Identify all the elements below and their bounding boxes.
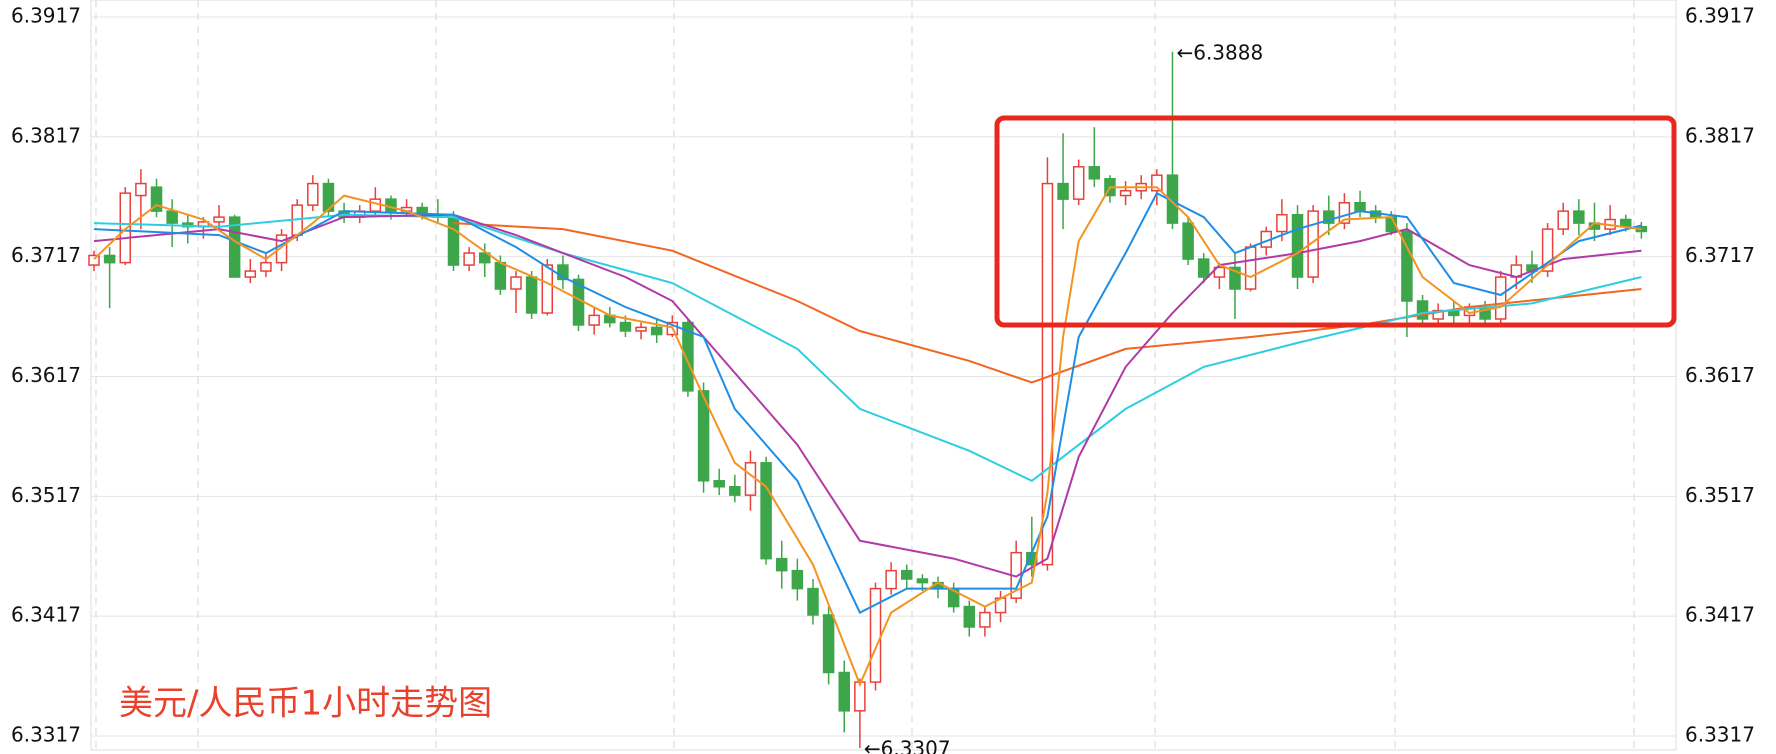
y-tick-label: 6.3517 [11, 483, 81, 507]
candle-body [135, 182, 147, 197]
candle-body [1401, 230, 1413, 302]
candle-body [213, 216, 225, 223]
candle-body [385, 198, 397, 212]
candle-body [1182, 222, 1194, 260]
plot-area [90, 0, 1677, 751]
candle-body [979, 611, 991, 628]
candle-body [1072, 166, 1085, 200]
candle-body [1291, 213, 1304, 278]
candle-body [541, 264, 554, 314]
candle-body [791, 569, 804, 590]
candle-body [1557, 210, 1569, 230]
candle-body [1213, 266, 1226, 278]
candle-body [775, 557, 788, 572]
candle-body [1197, 258, 1210, 278]
candle-body [1276, 213, 1288, 233]
price-annotation: ←6.3888 [1176, 40, 1263, 64]
candle-body [494, 261, 507, 290]
y-tick-label: 6.3817 [11, 123, 81, 147]
moving-average-line [453, 222, 1642, 384]
candle-body [619, 321, 632, 332]
candle-body [682, 321, 694, 392]
candle-body [1151, 174, 1163, 192]
candle-body [1573, 210, 1585, 224]
candle-body [557, 264, 569, 281]
candle-body [1494, 276, 1507, 320]
time-grid [95, 0, 1635, 750]
y-tick-label: 6.3717 [11, 243, 81, 267]
y2-tick-label: 6.3817 [1685, 123, 1755, 147]
candle-body [1432, 309, 1444, 320]
y2-tick-label: 6.3717 [1685, 243, 1755, 267]
candle-body [1057, 182, 1069, 200]
candle-body [760, 462, 772, 560]
candle-body [1307, 210, 1319, 278]
candle-body [1323, 210, 1335, 224]
plot-layer: 6.3317 6.3317 6.3417 6.3417 6.3517 6.3517 6.36… [11, 4, 1755, 754]
candle-body [1119, 190, 1132, 197]
candle-body [275, 234, 288, 264]
candle-body [103, 254, 116, 264]
candle-body [1541, 228, 1554, 272]
candle-body [635, 326, 647, 332]
candle-body [307, 182, 319, 206]
candle-body [1354, 201, 1366, 212]
candle-body [479, 252, 491, 264]
y-tick-label: 6.3617 [11, 363, 81, 387]
candle-body [588, 314, 600, 326]
y2-tick-label: 6.3317 [1685, 723, 1755, 747]
chart-title: 美元/人民币1小时走势图 [119, 684, 492, 724]
candle-body [228, 216, 241, 278]
candle-body [463, 252, 475, 266]
price-annotation: ←6.3307 [864, 736, 951, 754]
moving-average-line [93, 186, 1642, 688]
candle-body [1416, 300, 1429, 320]
candle-body [1229, 266, 1241, 290]
candle-body [260, 261, 272, 272]
candle-body [88, 254, 100, 266]
candle-body [244, 270, 257, 278]
highlight-box [994, 115, 1677, 328]
candle-body [166, 210, 178, 224]
candle-body [447, 216, 460, 266]
candle-body [838, 671, 850, 712]
candle-body [1619, 218, 1632, 228]
candle-body [822, 614, 835, 674]
candle-body [510, 276, 522, 290]
y-tick-label: 6.3917 [11, 4, 81, 28]
candle-body [697, 390, 710, 482]
candle-body [650, 326, 663, 336]
y2-tick-label: 6.3417 [1685, 603, 1755, 627]
candle-body [713, 480, 725, 488]
candle-body [322, 182, 335, 212]
candle-body [807, 587, 819, 616]
candle-body [150, 186, 163, 212]
y-tick-label: 6.3317 [11, 723, 81, 747]
moving-average-line [93, 191, 1642, 614]
candle-body [916, 578, 929, 584]
y-tick-label: 6.3417 [11, 603, 81, 627]
y2-tick-label: 6.3917 [1685, 4, 1755, 28]
candle-body [901, 569, 913, 580]
candle-body [1088, 166, 1101, 180]
candle-body [885, 569, 897, 590]
y2-tick-label: 6.3517 [1685, 483, 1755, 507]
candle-body [1244, 246, 1257, 290]
candle-body [744, 462, 757, 496]
candle-body [1338, 201, 1351, 224]
y2-tick-label: 6.3617 [1685, 363, 1755, 387]
candle-body [963, 605, 976, 628]
candle-body [525, 276, 538, 314]
candle-body [729, 485, 741, 496]
